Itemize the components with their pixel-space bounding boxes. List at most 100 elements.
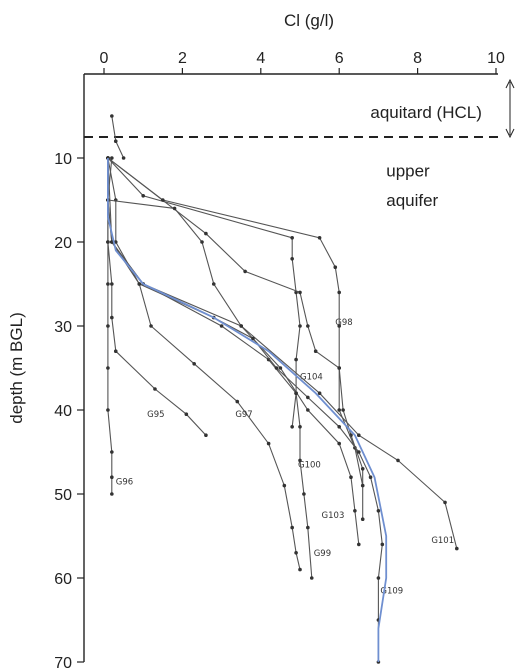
mean-profile-line [107,158,388,662]
x-tick-label: 8 [413,50,422,67]
series-g100: G100 [106,156,365,488]
data-point [290,236,294,240]
aquitard-arrow-head-bottom [505,128,515,139]
series-label: G95 [147,410,164,420]
series-g109: G109 [106,156,403,664]
annotation-text: aquifer [386,191,438,210]
data-point [204,231,208,236]
data-point [149,324,153,328]
data-point [106,282,110,286]
series-line [107,199,458,549]
annotation-text: upper [386,162,430,181]
y-tick-label: 70 [54,655,72,669]
data-point [360,467,365,471]
data-point [306,408,310,412]
y-tick-label: 30 [54,319,72,336]
data-point [211,282,216,286]
series-label: G101 [431,536,454,546]
aquitard-arrow-head-top [505,78,515,89]
series-g104: G104 [106,156,365,521]
series-g95: G95 [106,156,208,438]
data-point [298,567,302,572]
data-point [282,483,287,488]
data-point [313,349,318,354]
series-label: G98 [335,318,352,328]
series-unlabeled [110,114,126,160]
y-tick-label: 10 [54,151,72,168]
data-point [106,240,110,244]
data-point [341,408,345,412]
data-point [161,198,165,202]
data-point [309,576,314,580]
data-point [266,441,271,446]
series-line [107,157,364,520]
data-point [290,257,294,261]
data-point [141,194,145,198]
data-point [294,357,298,362]
series-label: G100 [298,461,321,471]
y-tick-label: 40 [54,403,72,420]
data-point [353,509,357,513]
series-label: G97 [235,410,252,420]
x-axis-title: Cl (g/l) [284,11,334,30]
x-tick-label: 2 [178,50,187,67]
y-tick-label: 60 [54,571,72,588]
data-point [110,450,114,454]
data-point [153,387,157,391]
y-axis-title: depth (m BGL) [7,312,26,424]
data-point [298,458,302,463]
data-point [349,475,353,480]
series-g101: G101 [106,198,459,551]
data-point [294,551,298,555]
x-tick-label: 4 [256,50,265,67]
annotations: aquitard (HCL) upper aquifer [370,103,482,210]
data-point [200,240,204,244]
data-point [306,324,310,328]
data-point [360,483,365,488]
data-point [376,576,381,580]
annotation-text: aquitard (HCL) [370,103,482,122]
data-point [396,458,400,463]
data-point [455,546,459,551]
data-point [294,391,298,396]
data-point [239,324,243,328]
data-point [337,290,342,295]
series-label: G99 [314,549,331,559]
data-point [290,525,294,530]
data-point [113,139,118,143]
data-point [113,349,118,354]
data-point [184,412,189,417]
data-point [204,433,208,438]
y-tick-label: 20 [54,235,72,252]
data-point [306,525,310,530]
data-point [443,500,447,505]
x-tick-label: 10 [487,50,505,67]
series-g98: G98 [106,156,353,429]
data-point [317,236,322,240]
data-point [298,425,302,429]
data-point [137,282,142,286]
series-line [107,157,364,486]
data-point [192,362,196,366]
data-point [357,433,361,438]
data-point [235,399,240,404]
axes: 0 2 4 6 8 10 10 20 30 40 50 60 70 [54,50,505,669]
data-point [380,542,385,547]
series-g99: G99 [106,198,331,580]
data-point [243,269,247,274]
data-point [290,425,294,429]
data-point [110,114,114,118]
data-point [357,450,361,454]
x-tick-label: 0 [100,50,109,67]
data-point [317,391,322,396]
series-label: G104 [300,372,323,382]
data-point [337,366,342,370]
data-point [278,366,283,370]
data-point [337,441,342,446]
data-point [360,517,365,521]
series-g103: G103 [106,198,361,547]
data-point [298,324,302,328]
series-line [107,157,301,427]
series-label: G109 [380,587,403,597]
data-point [110,475,114,480]
